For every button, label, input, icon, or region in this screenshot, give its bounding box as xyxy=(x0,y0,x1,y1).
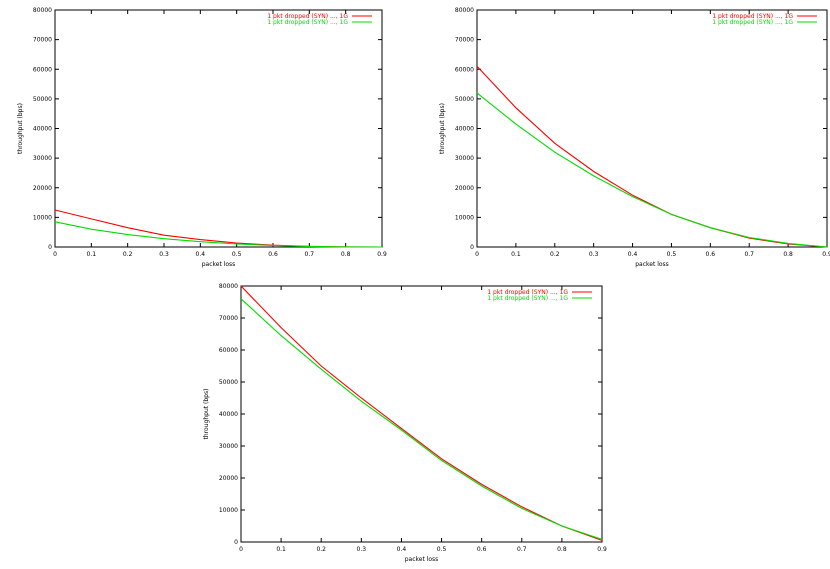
y-tick-label: 0 xyxy=(48,244,52,251)
y-tick-label: 10000 xyxy=(33,214,52,221)
x-tick-label: 0.2 xyxy=(316,546,326,553)
legend-entry: 1 pkt dropped (SYN) ..., 1G xyxy=(712,19,793,26)
y-tick-label: 60000 xyxy=(219,347,238,354)
x-tick-label: 0.7 xyxy=(744,251,754,258)
y-tick-label: 20000 xyxy=(33,185,52,192)
y-tick-label: 40000 xyxy=(219,411,238,418)
series-line-1 xyxy=(476,65,828,248)
x-tick-label: 0.4 xyxy=(196,251,206,258)
x-tick-label: 0 xyxy=(239,546,243,553)
x-axis-label: packet loss xyxy=(635,261,669,268)
plot-frame xyxy=(54,9,383,248)
x-tick-label: 0.5 xyxy=(667,251,677,258)
y-tick-label: 50000 xyxy=(455,96,474,103)
x-tick-label: 0.3 xyxy=(159,251,169,258)
y-tick-label: 20000 xyxy=(219,475,238,482)
y-tick-label: 70000 xyxy=(33,37,52,44)
y-axis-label: throughput (bps) xyxy=(439,103,446,154)
x-tick-label: 0.1 xyxy=(87,251,97,258)
x-tick-label: 0.3 xyxy=(589,251,599,258)
x-tick-label: 0.2 xyxy=(123,251,133,258)
legend-entry: 1 pkt dropped (SYN) ..., 1G xyxy=(267,13,348,20)
y-tick-label: 50000 xyxy=(219,379,238,386)
y-tick-label: 10000 xyxy=(219,507,238,514)
x-tick-label: 0.9 xyxy=(597,546,607,553)
y-tick-label: 20000 xyxy=(455,185,474,192)
x-tick-label: 0.7 xyxy=(305,251,315,258)
y-tick-label: 50000 xyxy=(33,96,52,103)
x-tick-label: 0.3 xyxy=(357,546,367,553)
plot-frame xyxy=(240,285,603,543)
y-tick-label: 30000 xyxy=(455,155,474,162)
x-tick-label: 0.4 xyxy=(397,546,407,553)
x-tick-label: 0.9 xyxy=(822,251,830,258)
series-line-2 xyxy=(476,92,828,248)
series-line-1 xyxy=(240,285,603,541)
y-tick-label: 60000 xyxy=(455,66,474,73)
y-tick-label: 80000 xyxy=(455,7,474,14)
legend-entry: 1 pkt dropped (SYN) ..., 1G xyxy=(487,295,568,302)
x-tick-label: 0.6 xyxy=(706,251,716,258)
series-line-1 xyxy=(54,209,383,248)
series-line-2 xyxy=(240,298,603,540)
x-tick-label: 0.4 xyxy=(628,251,638,258)
legend-entry: 1 pkt dropped (SYN) ..., 1G xyxy=(267,19,348,26)
x-tick-label: 0.6 xyxy=(477,546,487,553)
y-tick-label: 60000 xyxy=(33,66,52,73)
y-axis-label: throughput (bps) xyxy=(17,103,24,154)
x-tick-label: 0 xyxy=(475,251,479,258)
y-tick-label: 80000 xyxy=(33,7,52,14)
y-tick-label: 70000 xyxy=(219,315,238,322)
chart-2: 0 10000 20000 30000 40000 50000 60000 70000 8000… xyxy=(439,7,830,268)
x-tick-label: 0.9 xyxy=(377,251,387,258)
x-tick-label: 0.7 xyxy=(517,546,527,553)
y-tick-label: 80000 xyxy=(219,283,238,290)
x-tick-label: 0.2 xyxy=(550,251,560,258)
x-axis-label: packet loss xyxy=(202,261,236,268)
y-tick-label: 0 xyxy=(234,539,238,546)
y-tick-label: 40000 xyxy=(455,126,474,133)
x-tick-label: 0.6 xyxy=(268,251,278,258)
x-tick-label: 0.8 xyxy=(783,251,793,258)
x-tick-label: 0.8 xyxy=(341,251,351,258)
series-line-2 xyxy=(54,221,383,248)
x-tick-label: 0.8 xyxy=(557,546,567,553)
y-tick-label: 70000 xyxy=(455,37,474,44)
y-tick-label: 10000 xyxy=(455,214,474,221)
y-axis-label: throughput (bps) xyxy=(203,389,210,440)
y-tick-label: 30000 xyxy=(219,443,238,450)
x-tick-label: 0.1 xyxy=(511,251,521,258)
y-tick-label: 0 xyxy=(470,244,474,251)
chart-1: 0 10000 20000 30000 40000 50000 60000 70000 8000… xyxy=(17,7,387,268)
plot-frame xyxy=(476,9,828,248)
y-tick-label: 40000 xyxy=(33,126,52,133)
x-tick-label: 0.5 xyxy=(232,251,242,258)
x-tick-label: 0 xyxy=(53,251,57,258)
chart-3: 0 10000 20000 30000 40000 50000 60000 70000 8000… xyxy=(203,283,607,563)
x-tick-label: 0.5 xyxy=(437,546,447,553)
x-axis-label: packet loss xyxy=(405,556,439,563)
legend-entry: 1 pkt dropped (SYN) ..., 1G xyxy=(487,289,568,296)
legend-entry: 1 pkt dropped (SYN) ..., 1G xyxy=(712,13,793,20)
x-tick-label: 0.1 xyxy=(276,546,286,553)
y-tick-label: 30000 xyxy=(33,155,52,162)
